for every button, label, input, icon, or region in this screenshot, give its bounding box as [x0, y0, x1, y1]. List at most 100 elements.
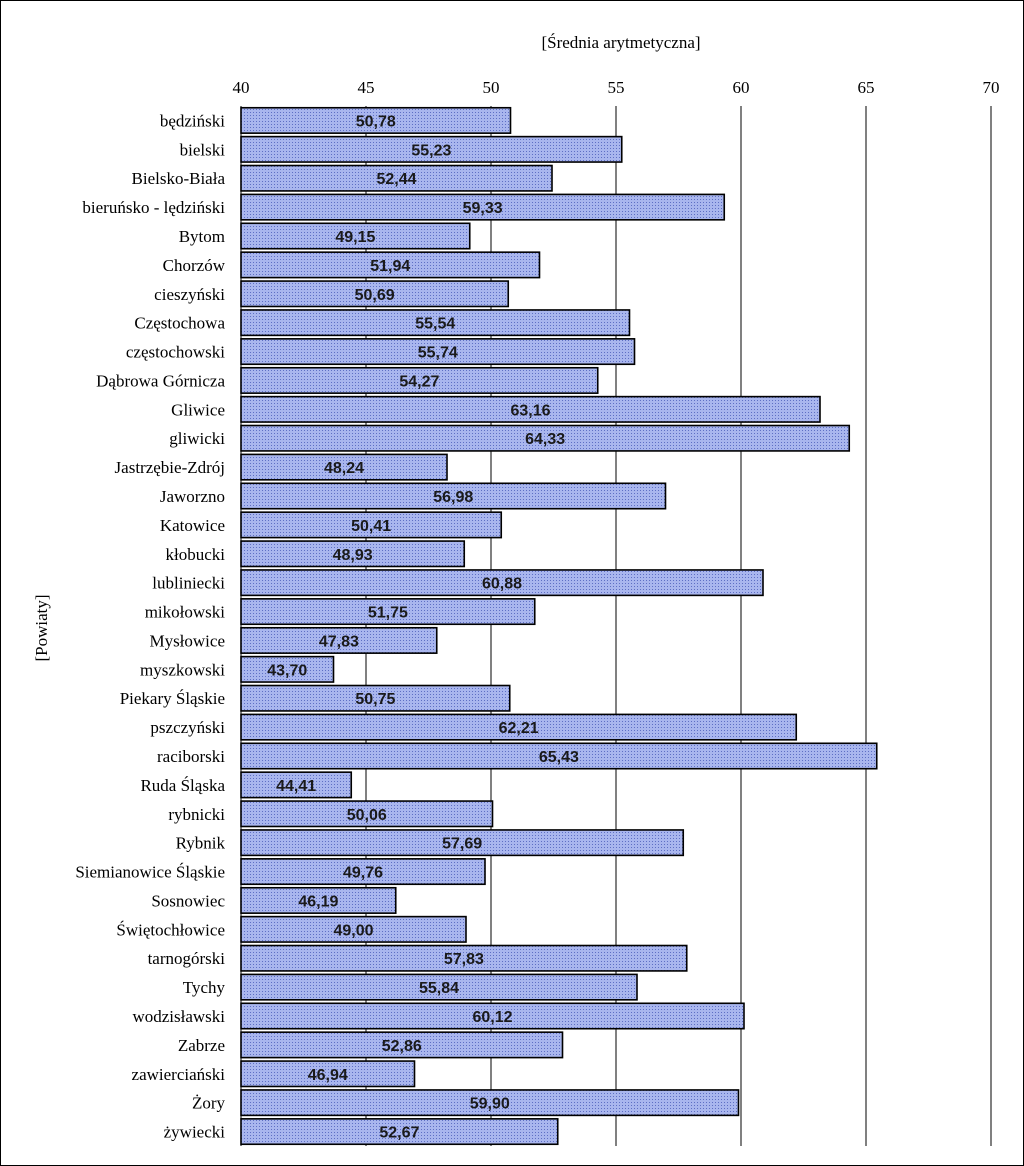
data-label: 63,16 — [510, 402, 550, 419]
bars — [240, 106, 878, 1146]
data-labels: 50,78 55,23 52,44 59,33 49,15 51,94 50,69 55,54… — [267, 113, 579, 1141]
data-label: 55,74 — [418, 345, 458, 362]
bar — [240, 598, 536, 626]
bar — [240, 453, 448, 481]
y-axis-label: [Powiaty] — [32, 594, 51, 661]
category-label: będziński — [160, 111, 225, 130]
category-label: rybnicki — [168, 805, 225, 824]
category-label: Rybnik — [176, 834, 226, 853]
data-label: 49,76 — [343, 865, 383, 882]
data-label: 52,44 — [376, 171, 416, 188]
bar — [240, 106, 512, 134]
category-label: myszkowski — [140, 660, 225, 679]
bar — [240, 135, 623, 163]
data-label: 57,69 — [442, 836, 482, 853]
data-label: 55,54 — [415, 316, 455, 333]
bar — [240, 366, 599, 394]
bar — [240, 973, 638, 1001]
data-label: 60,88 — [482, 576, 522, 593]
data-label: 49,00 — [333, 922, 373, 939]
bar — [240, 742, 878, 770]
data-label: 44,41 — [276, 778, 316, 795]
category-label: Dąbrowa Górnicza — [96, 371, 225, 390]
data-label: 43,70 — [267, 662, 307, 679]
bar — [240, 800, 494, 828]
category-label: kłobucki — [166, 545, 226, 564]
category-label: wodzisławski — [132, 1007, 225, 1026]
category-label: tarnogórski — [148, 949, 226, 968]
category-label: Bytom — [179, 227, 225, 246]
category-label: Sosnowiec — [151, 891, 225, 910]
bar — [240, 1089, 740, 1117]
bar — [240, 713, 798, 741]
data-label: 50,41 — [351, 518, 391, 535]
category-label: żywiecki — [164, 1123, 226, 1142]
bar — [240, 540, 466, 568]
data-label: 50,06 — [347, 807, 387, 824]
category-label: raciborski — [157, 747, 225, 766]
category-label: Żory — [192, 1094, 226, 1113]
bar — [240, 858, 486, 886]
bar — [240, 309, 631, 337]
data-label: 46,94 — [308, 1067, 348, 1084]
x-tick-label: 45 — [358, 78, 375, 97]
category-label: bielski — [180, 140, 226, 159]
bar — [240, 424, 851, 452]
category-label: częstochowski — [126, 343, 225, 362]
data-label: 52,86 — [382, 1038, 422, 1055]
category-label: Jastrzębie-Zdrój — [115, 458, 225, 477]
bar — [240, 886, 397, 914]
bar — [240, 1002, 745, 1030]
data-label: 51,75 — [368, 605, 408, 622]
category-label: Siemianowice Śląskie — [75, 863, 225, 882]
bar — [240, 482, 667, 510]
category-label: Katowice — [160, 516, 225, 535]
data-label: 54,27 — [399, 373, 439, 390]
bar — [240, 684, 511, 712]
gridlines — [240, 106, 992, 1146]
x-tick-label: 40 — [233, 78, 250, 97]
category-label: mikołowski — [145, 603, 226, 622]
category-label: Piekary Śląskie — [120, 689, 225, 708]
x-tick-label: 50 — [483, 78, 500, 97]
bar — [240, 193, 726, 221]
bar — [240, 655, 335, 683]
category-label: Mysłowice — [149, 631, 225, 650]
data-label: 50,75 — [355, 691, 395, 708]
bar — [240, 1118, 559, 1146]
category-label: Ruda Śląska — [140, 776, 225, 795]
category-label: Jaworzno — [160, 487, 225, 506]
bar — [240, 915, 467, 943]
category-label: zawierciański — [132, 1065, 226, 1084]
category-label: pszczyński — [150, 718, 225, 737]
bar — [240, 164, 553, 192]
data-label: 48,93 — [333, 547, 373, 564]
data-label: 50,69 — [355, 287, 395, 304]
bar — [240, 1031, 564, 1059]
bar — [240, 944, 688, 972]
category-label: Chorzów — [163, 256, 226, 275]
data-label: 59,90 — [470, 1096, 510, 1113]
category-label: bieruńsko - lędziński — [82, 198, 225, 217]
data-label: 64,33 — [525, 431, 565, 448]
category-label: gliwicki — [169, 429, 225, 448]
category-label: lubliniecki — [152, 574, 225, 593]
bar — [240, 626, 438, 654]
x-tick-label: 70 — [983, 78, 1000, 97]
x-tick-labels: 40 45 50 55 60 65 70 — [233, 78, 1000, 97]
category-label: Gliwice — [171, 400, 225, 419]
data-label: 52,67 — [379, 1125, 419, 1142]
data-label: 49,15 — [335, 229, 375, 246]
bar — [240, 569, 764, 597]
data-label: 57,83 — [444, 951, 484, 968]
data-label: 50,78 — [356, 113, 396, 130]
category-labels: będziński bielski Bielsko-Biała bieruńsko -… — [75, 111, 225, 1141]
bar — [240, 511, 503, 539]
bar — [240, 829, 685, 857]
x-axis-label: [Średnia arytmetyczna] — [541, 33, 700, 52]
data-label: 48,24 — [324, 460, 364, 477]
data-label: 46,19 — [298, 893, 338, 910]
bar — [240, 395, 821, 423]
